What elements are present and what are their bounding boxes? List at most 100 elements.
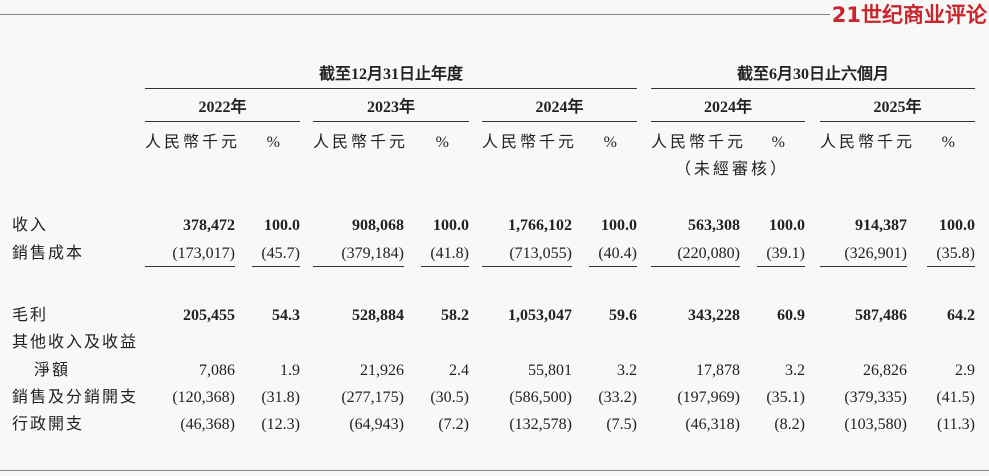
amount-cell: (220,080): [677, 245, 740, 262]
unit-header: %: [603, 134, 617, 151]
amount-cell: 21,926: [360, 362, 404, 379]
amount-cell: 7,086: [199, 362, 235, 379]
unit-header: 人民幣千元: [145, 134, 241, 151]
percent-cell: 58.2: [441, 307, 469, 324]
rule: [482, 266, 572, 267]
amount-cell: (379,184): [341, 245, 404, 262]
percent-cell: (35.8): [936, 245, 975, 262]
amount-cell: (64,943): [349, 416, 404, 433]
rule: [820, 266, 907, 267]
rule: [820, 121, 975, 122]
amount-cell: (103,580): [844, 416, 907, 433]
amount-cell: 205,455: [183, 307, 235, 324]
bottom-rule: [0, 470, 989, 471]
year-header: 2022年: [198, 99, 247, 116]
percent-cell: 3.2: [617, 362, 637, 379]
brand: 21世纪商业评论: [831, 3, 987, 27]
percent-cell: (39.1): [766, 245, 805, 262]
percent-cell: (30.5): [430, 389, 469, 406]
percent-cell: (7.5): [606, 416, 637, 433]
percent-cell: (41.8): [430, 245, 469, 262]
rule: [651, 266, 740, 267]
amount-cell: (326,901): [844, 245, 907, 262]
amount-cell: (277,175): [341, 389, 404, 406]
percent-cell: (40.4): [598, 245, 637, 262]
unit-header: 人民幣千元: [820, 134, 916, 151]
year-header: 2023年: [366, 99, 415, 116]
percent-cell: 100.0: [601, 217, 637, 234]
amount-cell: (120,368): [172, 389, 235, 406]
unaudited-note: （未經審核）: [675, 161, 790, 178]
percent-cell: (41.5): [936, 389, 975, 406]
rule: [145, 121, 300, 122]
rule: [651, 88, 975, 89]
percent-cell: (45.7): [261, 245, 300, 262]
amount-cell: 343,228: [688, 307, 740, 324]
year-header: 2025年: [873, 99, 922, 116]
amount-cell: 587,486: [855, 307, 907, 324]
amount-cell: (173,017): [172, 245, 235, 262]
rule: [482, 121, 637, 122]
row-label: 其他收入及收益: [12, 334, 139, 351]
rule: [252, 266, 300, 267]
row-label: 毛利: [12, 307, 49, 324]
amount-cell: 26,826: [863, 362, 907, 379]
row-label: 淨額: [34, 362, 71, 379]
rule: [313, 121, 469, 122]
unit-header: %: [941, 134, 955, 151]
year-header: 2024年: [703, 99, 752, 116]
percent-cell: 3.2: [785, 362, 805, 379]
year-header: 2024年: [535, 99, 584, 116]
row-label: 收入: [12, 217, 49, 234]
unit-header: 人民幣千元: [651, 134, 747, 151]
percent-cell: 100.0: [769, 217, 805, 234]
amount-cell: 17,878: [696, 362, 740, 379]
amount-cell: (586,500): [509, 389, 572, 406]
row-label: 行政開支: [12, 416, 85, 433]
percent-cell: 54.3: [272, 307, 300, 324]
amount-cell: 1,053,047: [508, 307, 572, 324]
percent-cell: (33.2): [598, 389, 637, 406]
percent-cell: (7.2): [438, 416, 469, 433]
percent-cell: (35.1): [766, 389, 805, 406]
rule: [589, 266, 637, 267]
percent-cell: (11.3): [936, 416, 975, 433]
amount-cell: 528,884: [352, 307, 404, 324]
row-label: 銷售成本: [12, 245, 85, 262]
percent-cell: 2.9: [955, 362, 975, 379]
percent-cell: 2.4: [449, 362, 469, 379]
percent-cell: (12.3): [261, 416, 300, 433]
amount-cell: (46,318): [685, 416, 740, 433]
rule: [927, 266, 975, 267]
rule: [651, 121, 805, 122]
percent-cell: 59.6: [609, 307, 637, 324]
rule: [145, 266, 235, 267]
top-rule: [0, 14, 830, 15]
percent-cell: (8.2): [774, 416, 805, 433]
unit-header: %: [266, 134, 280, 151]
percent-cell: 64.2: [947, 307, 975, 324]
amount-cell: 55,801: [528, 362, 572, 379]
amount-cell: (132,578): [509, 416, 572, 433]
amount-cell: 378,472: [183, 217, 235, 234]
percent-cell: 100.0: [264, 217, 300, 234]
amount-cell: (46,368): [180, 416, 235, 433]
amount-cell: (713,055): [509, 245, 572, 262]
amount-cell: 1,766,102: [508, 217, 572, 234]
percent-cell: 100.0: [939, 217, 975, 234]
rule: [421, 266, 469, 267]
amount-cell: (197,969): [677, 389, 740, 406]
row-label: 銷售及分銷開支: [12, 389, 139, 406]
unit-header: %: [771, 134, 785, 151]
group-header: 截至6月30日止六個月: [736, 66, 889, 83]
amount-cell: 914,387: [855, 217, 907, 234]
amount-cell: 563,308: [688, 217, 740, 234]
unit-header: %: [435, 134, 449, 151]
rule: [757, 266, 805, 267]
percent-cell: 1.9: [280, 362, 300, 379]
percent-cell: 60.9: [777, 307, 805, 324]
amount-cell: 908,068: [352, 217, 404, 234]
rule: [145, 88, 637, 89]
unit-header: 人民幣千元: [313, 134, 409, 151]
